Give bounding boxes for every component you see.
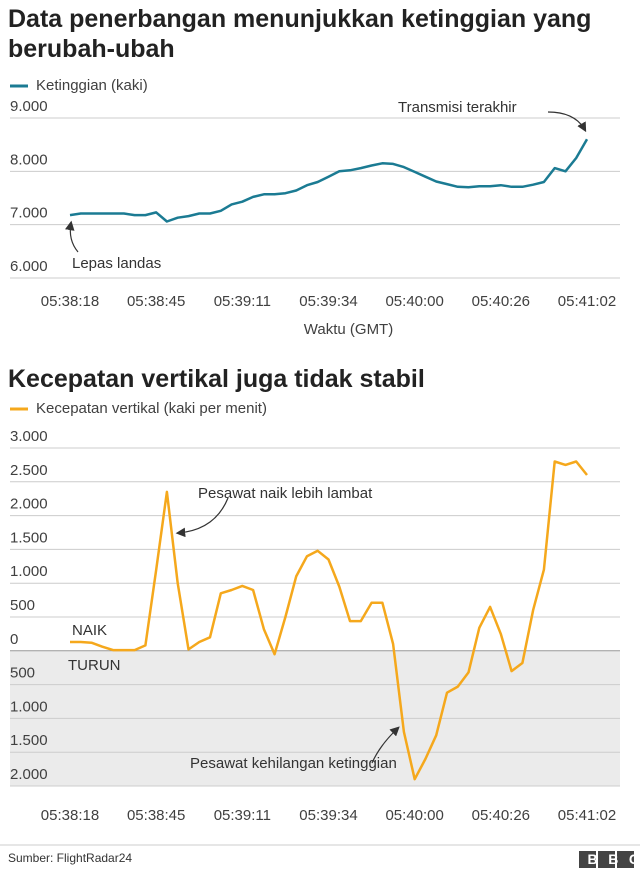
y-tick-label: 2.000 [10, 766, 48, 783]
logo: BBC [579, 851, 640, 868]
source: Sumber: FlightRadar24 [8, 851, 132, 865]
x-tick-label: 05:38:18 [41, 293, 99, 310]
y-tick-label: 1.500 [10, 732, 48, 749]
y-tick-label: 500 [10, 665, 35, 682]
x-tick-label: 05:39:11 [214, 807, 271, 824]
arrow [547, 111, 587, 133]
y-tick-label: 0 [10, 631, 18, 648]
annotation: NAIK [72, 622, 107, 639]
y-tick-label: 3.000 [10, 428, 48, 445]
y-tick-label: 8.000 [10, 151, 48, 168]
x-tick-label: 05:38:18 [41, 807, 99, 824]
arrow [371, 726, 400, 764]
x-tick-label: 05:41:02 [558, 293, 616, 310]
x-tick-label: 05:38:45 [127, 807, 185, 824]
x-tick-label: 05:39:11 [214, 293, 271, 310]
x-tick-label: 05:40:00 [385, 293, 443, 310]
x-tick-label: 05:39:34 [299, 293, 357, 310]
logo-text: BBC [588, 851, 640, 867]
y-tick-label: 1.500 [10, 529, 48, 546]
chart-title: Kecepatan vertikal juga tidak stabil [8, 365, 425, 393]
y-tick-label: 6.000 [10, 258, 48, 275]
x-tick-label: 05:38:45 [127, 293, 185, 310]
x-tick-label: 05:40:26 [472, 807, 530, 824]
annotation: Lepas landas [72, 255, 161, 272]
x-axis-label: Waktu (GMT) [304, 321, 393, 338]
annotation: Pesawat naik lebih lambat [198, 485, 373, 502]
x-tick-label: 05:41:02 [558, 807, 616, 824]
data-line [70, 460, 588, 781]
arrow [175, 497, 229, 538]
y-tick-label: 2.500 [10, 462, 48, 479]
x-tick-label: 05:40:00 [385, 807, 443, 824]
y-tick-label: 7.000 [10, 205, 48, 222]
arrow [65, 220, 79, 253]
legend-label: Kecepatan vertikal (kaki per menit) [36, 400, 267, 417]
annotation: Pesawat kehilangan ketinggian [190, 755, 397, 772]
y-tick-label: 1.000 [10, 563, 48, 580]
data-line [69, 138, 589, 223]
annotation: TURUN [68, 657, 121, 674]
annotation: Transmisi terakhir [398, 99, 517, 116]
chart-title: Data penerbangan menunjukkan ketinggian … [8, 5, 592, 63]
y-tick-label: 2.000 [10, 496, 48, 513]
y-tick-label: 500 [10, 597, 35, 614]
legend-label: Ketinggian (kaki) [36, 77, 148, 94]
y-tick-label: 9.000 [10, 98, 48, 115]
x-tick-label: 05:40:26 [472, 293, 530, 310]
annotation-arrows [65, 111, 587, 764]
y-tick-label: 1.000 [10, 698, 48, 715]
x-tick-label: 05:39:34 [299, 807, 357, 824]
